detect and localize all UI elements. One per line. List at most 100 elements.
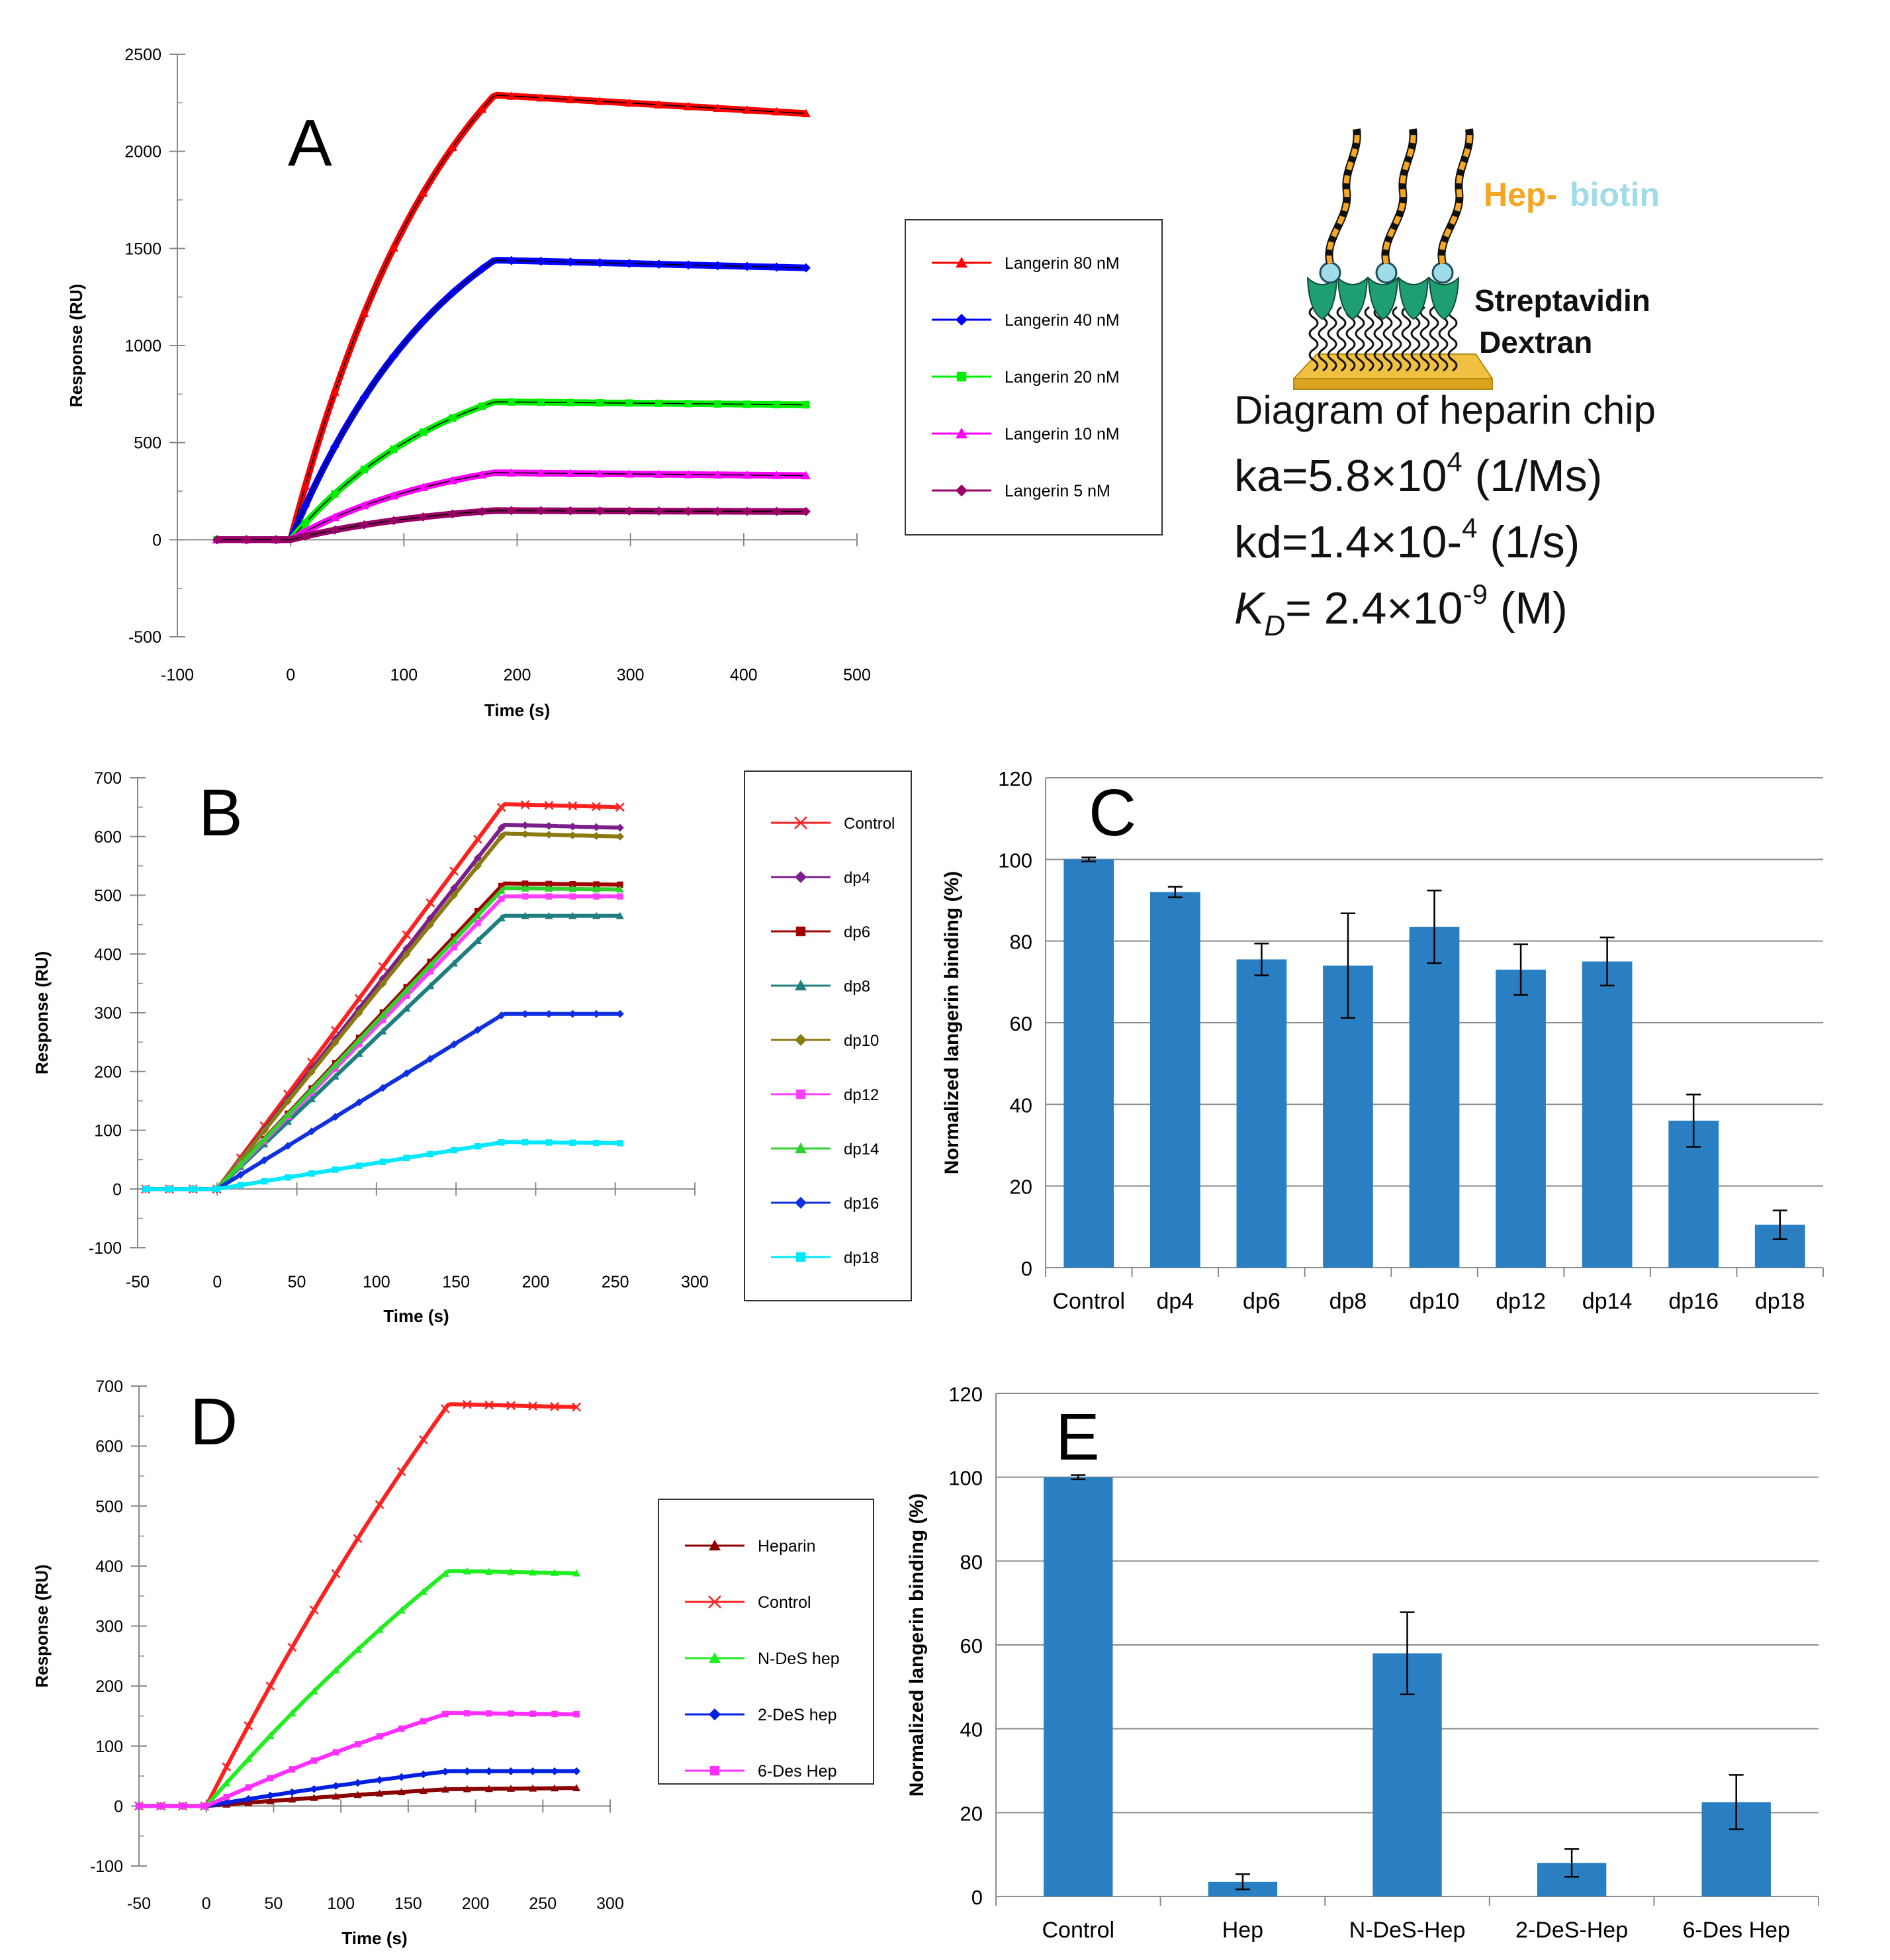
data-point-dp10 bbox=[568, 831, 577, 839]
legend-marker-dp12 bbox=[795, 1089, 806, 1099]
data-point-Langerin 80 nM bbox=[359, 308, 369, 317]
legend-label: dp18 bbox=[844, 1249, 879, 1267]
data-point-Control bbox=[550, 1402, 559, 1411]
data-point-dp14 bbox=[545, 884, 553, 892]
data-point-N-DeS hep bbox=[529, 1568, 537, 1576]
data-point-dp6 bbox=[617, 881, 623, 888]
data-point-2-DeS hep bbox=[572, 1767, 581, 1775]
data-point-dp12 bbox=[545, 893, 553, 900]
data-point-dp10 bbox=[521, 830, 529, 839]
data-point-dp14 bbox=[379, 1011, 387, 1019]
data-point-Langerin 5 nM bbox=[772, 506, 782, 516]
data-point-Langerin 80 nM bbox=[654, 100, 664, 109]
data-point-Langerin 40 nM bbox=[536, 256, 546, 266]
data-point-Control bbox=[484, 1400, 494, 1410]
x-tick-label: 300 bbox=[681, 1273, 709, 1291]
data-point-Control bbox=[472, 835, 482, 844]
y-tick-label: 700 bbox=[95, 1377, 123, 1396]
data-point-6-Des Hep bbox=[508, 1710, 514, 1717]
data-point-dp4 bbox=[473, 854, 482, 863]
data-point-2-DeS hep bbox=[332, 1781, 340, 1790]
y-tick-label: 600 bbox=[95, 1438, 123, 1456]
data-point-dp18 bbox=[189, 1186, 197, 1193]
data-point-Control bbox=[309, 1605, 319, 1615]
streptavidin-label: Streptavidin bbox=[1474, 283, 1650, 318]
data-point-Langerin 5 nM bbox=[536, 506, 546, 516]
data-point-dp4 bbox=[497, 823, 506, 832]
data-point-Heparin bbox=[288, 1795, 296, 1803]
data-point-6-Des Hep bbox=[420, 1718, 427, 1725]
legend-marker-Langerin 80 nM bbox=[956, 257, 968, 268]
KD-value: KD= 2.4×10-9 (M) bbox=[1234, 579, 1568, 642]
y-axis-title: Response (RU) bbox=[32, 1564, 52, 1687]
data-point-dp18 bbox=[451, 1146, 457, 1154]
data-point-dp4 bbox=[545, 821, 553, 830]
data-point-6-Des Hep bbox=[376, 1733, 383, 1740]
data-point-Control bbox=[396, 1467, 406, 1477]
data-point-dp18 bbox=[213, 1186, 220, 1193]
data-point-dp8 bbox=[379, 1027, 387, 1035]
data-point-Langerin 20 nM bbox=[390, 445, 398, 453]
data-point-Langerin 20 nM bbox=[478, 402, 486, 410]
data-point-dp10 bbox=[545, 831, 553, 839]
data-point-Control bbox=[354, 994, 364, 1003]
heparin-chip-diagram: Hep- biotin Streptavidin Dextran Diagram… bbox=[1234, 128, 1660, 642]
data-point-Langerin 40 nM bbox=[595, 257, 605, 267]
legend-box bbox=[744, 770, 912, 1301]
data-point-Langerin 10 nM bbox=[624, 469, 634, 478]
data-point-Control bbox=[520, 800, 530, 810]
data-point-dp12 bbox=[332, 1065, 339, 1072]
y-tick-label: 0 bbox=[971, 1886, 983, 1909]
hep-label: Hep- bbox=[1484, 176, 1557, 213]
biotin-icon bbox=[1431, 261, 1454, 284]
data-point-dp8 bbox=[497, 914, 506, 921]
y-tick-label: 0 bbox=[112, 1180, 122, 1199]
data-point-6-Des Hep bbox=[267, 1775, 274, 1782]
legend-label: dp12 bbox=[844, 1086, 879, 1104]
y-tick-label: 0 bbox=[114, 1797, 123, 1816]
data-point-dp14 bbox=[615, 885, 624, 893]
data-point-dp10 bbox=[307, 1068, 316, 1076]
data-point-dp12 bbox=[403, 992, 410, 1000]
dextran-strand bbox=[1392, 306, 1402, 372]
data-point-dp12 bbox=[427, 968, 433, 975]
y-tick-label: 1500 bbox=[124, 240, 161, 258]
data-point-6-Des Hep bbox=[529, 1710, 536, 1717]
category-label: 6-Des Hep bbox=[1682, 1918, 1790, 1943]
data-point-dp12 bbox=[474, 919, 481, 927]
legend-label: dp6 bbox=[844, 923, 870, 941]
data-point-dp10 bbox=[284, 1097, 292, 1105]
data-point-Langerin 80 nM bbox=[565, 95, 575, 103]
data-point-Langerin 80 nM bbox=[624, 98, 634, 107]
data-point-Langerin 5 nM bbox=[713, 506, 723, 516]
y-tick-label: 200 bbox=[94, 1063, 122, 1082]
streptavidin-icon bbox=[1398, 276, 1429, 320]
data-point-dp8 bbox=[473, 937, 482, 944]
data-point-Control bbox=[440, 1404, 450, 1414]
gold-surface-edge bbox=[1293, 378, 1493, 390]
legend-label: Heparin bbox=[758, 1537, 816, 1556]
y-tick-label: 60 bbox=[1010, 1012, 1032, 1035]
y-tick-label: 300 bbox=[95, 1618, 123, 1636]
data-point-Control bbox=[568, 801, 578, 811]
data-point-Control bbox=[353, 1534, 363, 1544]
y-tick-label: -100 bbox=[89, 1239, 122, 1258]
data-point-dp8 bbox=[307, 1095, 316, 1103]
legend-label: dp4 bbox=[844, 869, 870, 887]
legend-label: Langerin 20 nM bbox=[1005, 368, 1120, 387]
data-point-Langerin 20 nM bbox=[802, 400, 810, 409]
data-point-dp18 bbox=[261, 1178, 268, 1185]
x-tick-label: 50 bbox=[265, 1894, 283, 1913]
data-point-dp10 bbox=[260, 1127, 269, 1135]
data-point-Langerin 20 nM bbox=[537, 398, 545, 406]
data-point-Langerin 10 nM bbox=[388, 490, 398, 500]
data-point-6-Des Hep bbox=[551, 1710, 558, 1718]
data-point-Langerin 10 nM bbox=[418, 483, 428, 492]
y-tick-label: 0 bbox=[152, 531, 161, 549]
data-point-Control bbox=[528, 1401, 537, 1411]
legend-label: Langerin 80 nM bbox=[1005, 254, 1120, 273]
data-point-Langerin 10 nM bbox=[713, 470, 723, 479]
data-point-Langerin 20 nM bbox=[625, 399, 633, 407]
data-point-6-Des Hep bbox=[442, 1710, 449, 1718]
